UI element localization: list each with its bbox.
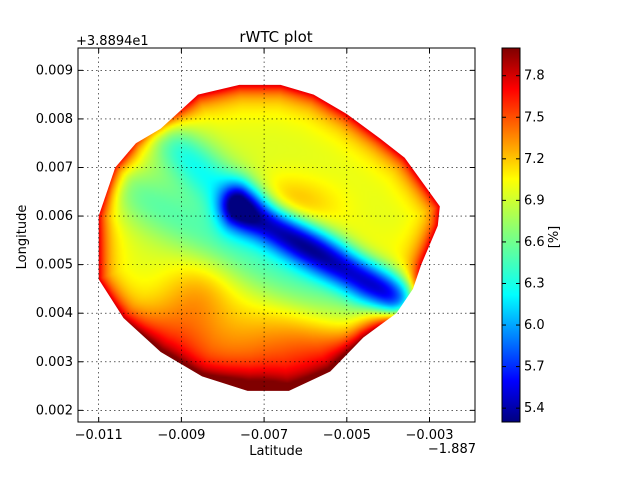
colorbar-tick-label: 6.3 [524,276,545,291]
y-tick-label: 0.008 [36,112,73,127]
y-axis-label: Longitude [15,205,30,270]
colorbar-tick-label: 6.6 [524,235,545,250]
y-tick-label: 0.009 [36,63,73,78]
chart-title: rWTC plot [239,28,312,46]
y-offset-label: +3.8894e1 [76,34,149,49]
colorbar-label: [%] [547,226,562,249]
colorbar-tick-label: 6.9 [524,193,545,208]
colorbar-ticks: 5.4 5.7 6.0 6.3 6.6 6.9 7.2 7.5 7.8 [502,69,545,416]
colorbar-tick-label: 7.8 [524,69,545,84]
x-axis: −0.011 −0.009 −0.007 −0.005 −0.003 [75,48,454,443]
colorbar-tick-label: 5.7 [524,360,545,375]
x-tick-label: −0.007 [240,428,288,443]
colorbar-tick-label: 7.2 [524,152,545,167]
plot-frame [77,47,476,423]
x-axis-label: Latitude [249,444,303,459]
x-offset-label: −1.887 [428,442,476,457]
grid-lines [78,48,475,422]
colorbar-tick-label: 5.4 [524,401,545,416]
y-tick-label: 0.004 [36,306,73,321]
y-tick-label: 0.005 [36,258,73,273]
x-tick-label: −0.005 [323,428,371,443]
colorbar-tick-label: 7.5 [524,110,545,125]
y-tick-label: 0.006 [36,209,73,224]
x-tick-label: −0.009 [157,428,205,443]
y-tick-label: 0.002 [36,403,73,418]
x-tick-label: −0.003 [405,428,453,443]
y-tick-label: 0.003 [36,355,73,370]
colorbar-tick-label: 6.0 [524,318,545,333]
colorbar [501,47,521,423]
y-tick-label: 0.007 [36,160,73,175]
x-tick-label: −0.011 [75,428,123,443]
y-axis: 0.002 0.003 0.004 0.005 0.006 0.007 0.008 0.009 [36,63,475,418]
